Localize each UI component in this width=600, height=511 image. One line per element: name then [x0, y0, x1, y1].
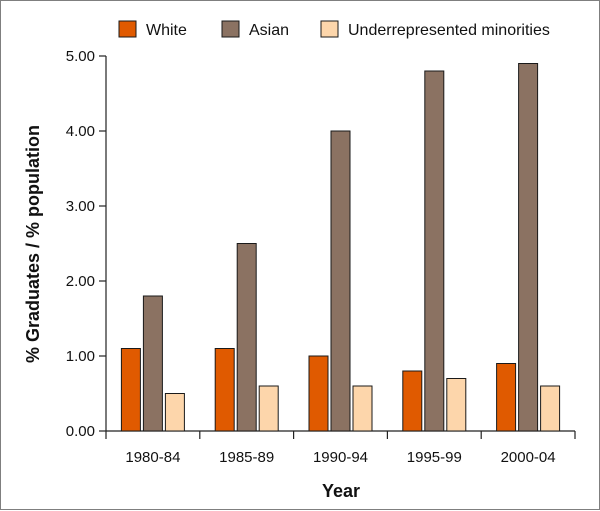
legend-label: Underrepresented minorities — [348, 22, 550, 39]
bar-underrepresented-minorities — [352, 385, 373, 432]
legend: White Asian Underrepresented minorities — [118, 20, 550, 39]
bars — [120, 63, 561, 432]
legend-label: White — [146, 22, 187, 39]
x-tick-label: 1990-94 — [313, 449, 368, 466]
y-tick-label: 4.00 — [66, 123, 95, 140]
bar-asian — [518, 63, 539, 432]
bar-asian — [330, 130, 351, 432]
bar-asian — [424, 70, 445, 432]
legend-swatch — [118, 20, 137, 38]
bar-white — [496, 363, 517, 432]
legend-swatch — [221, 20, 240, 38]
x-tick-label: 1985-89 — [219, 449, 274, 466]
bar-underrepresented-minorities — [164, 393, 185, 432]
legend-label: Asian — [249, 22, 289, 39]
bar-white — [402, 370, 423, 432]
y-axis: 0.00 1.00 2.00 3.00 4.00 5.00 — [66, 48, 107, 440]
bar-white — [308, 355, 329, 432]
y-tick-label: 3.00 — [66, 198, 95, 215]
bar-underrepresented-minorities — [258, 385, 279, 432]
y-tick-label: 1.00 — [66, 348, 95, 365]
x-axis: 1980-84 1985-89 1990-94 1995-99 2000-04 — [105, 430, 576, 466]
x-tick-label: 1980-84 — [125, 449, 180, 466]
y-tick-label: 0.00 — [66, 423, 95, 440]
bar-asian — [142, 295, 163, 432]
bar-white — [120, 348, 141, 432]
legend-swatch — [320, 20, 339, 38]
x-axis-title: Year — [322, 481, 360, 501]
y-tick-label: 2.00 — [66, 273, 95, 290]
bar-white — [214, 348, 235, 432]
y-axis-title: % Graduates / % population — [23, 125, 43, 363]
y-tick-label: 5.00 — [66, 48, 95, 65]
bar-underrepresented-minorities — [446, 378, 467, 432]
x-tick-label: 2000-04 — [501, 449, 556, 466]
x-tick-label: 1995-99 — [407, 449, 462, 466]
bar-asian — [236, 243, 257, 432]
bar-underrepresented-minorities — [540, 385, 561, 432]
